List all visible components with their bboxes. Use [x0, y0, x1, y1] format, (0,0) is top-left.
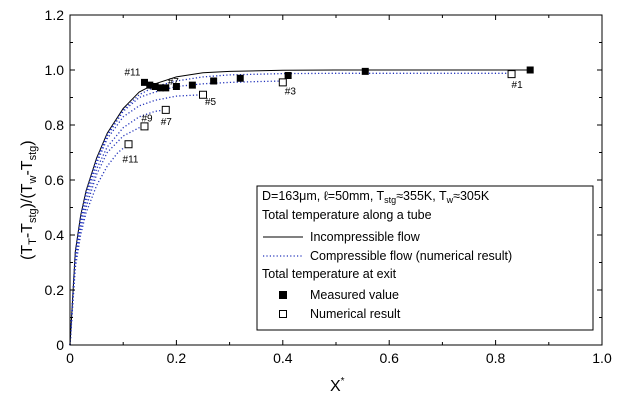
y-tick-label: 0 — [56, 337, 64, 353]
y-tick-label: 0.8 — [45, 117, 65, 133]
measured-value-point — [172, 83, 180, 90]
y-tick-label: 0.2 — [45, 282, 65, 298]
legend-incompressible-label: Incompressible flow — [310, 230, 421, 244]
legend-numerical-swatch — [279, 310, 287, 318]
y-tick-label: 0.4 — [45, 227, 65, 243]
compressible-flow-line-4 — [69, 94, 204, 346]
compressible-flow-line-3 — [69, 109, 166, 346]
x-tick-label: 0.4 — [273, 350, 293, 366]
measured-value-point — [156, 84, 164, 92]
measured-value-point — [146, 81, 154, 89]
incompressible-flow-line — [69, 69, 533, 346]
y-tick-label: 1.0 — [45, 62, 65, 78]
numerical-result-point — [161, 105, 170, 114]
point-annotation: #1 — [512, 80, 524, 91]
marker-layer — [124, 66, 534, 149]
measured-value-point — [361, 67, 369, 75]
point-annotation: #3 — [285, 86, 297, 97]
numerical-result-point — [124, 140, 133, 149]
point-annotation: #5 — [205, 97, 217, 108]
x-axis-label: X* — [330, 376, 345, 395]
numerical-result-point — [140, 122, 149, 131]
point-annotation: #7 — [168, 77, 180, 88]
legend-group1-title: Total temperature along a tube — [262, 208, 432, 222]
measured-value-point — [210, 77, 218, 85]
y-tick-label: 1.2 — [45, 7, 65, 23]
annotation-layer: #11 #7 #11 #9 #7 #5 #3 #1 — [123, 67, 524, 165]
legend-measured-label: Measured value — [310, 288, 399, 302]
x-tick-label: 0.8 — [486, 350, 506, 366]
compressible-flow-line-1 — [69, 143, 129, 346]
measured-value-point — [284, 72, 292, 79]
series-layer — [69, 69, 533, 346]
legend-header: D=163μm, ℓ=50mm, Tstg≈355K, Tw≈305K — [262, 189, 490, 205]
x-tick-label: 0 — [66, 350, 74, 366]
legend-group2-title: Total temperature at exit — [262, 267, 397, 281]
x-tick-label: 1.0 — [592, 350, 612, 366]
point-annotation: #7 — [161, 117, 173, 128]
legend-numerical-label: Numerical result — [310, 307, 401, 321]
measured-value-point — [162, 84, 170, 92]
measured-value-point — [236, 74, 244, 82]
compressible-flow-line-2 — [69, 124, 145, 346]
measured-value-point — [526, 66, 534, 74]
legend-measured-swatch — [279, 291, 287, 299]
point-annotation: #9 — [141, 113, 153, 124]
measured-value-point — [140, 78, 148, 86]
measured-value-point — [188, 81, 196, 89]
measured-value-point — [151, 83, 159, 90]
y-axis-label: (TT-Tstg)/(Tw-Tstg) — [19, 140, 39, 260]
x-tick-label: 0.2 — [167, 350, 187, 366]
y-tick-label: 0.6 — [45, 172, 65, 188]
numerical-result-point — [507, 70, 516, 79]
compressible-flow-line-5 — [69, 80, 283, 346]
numerical-result-point — [278, 78, 287, 87]
point-annotation: #11 — [124, 67, 140, 78]
tick-layer: 0 0.2 0.4 0.6 0.8 1.0 0 0.2 0.4 0.6 0.8 1.0 1.2 — [45, 7, 612, 366]
legend-box — [256, 185, 594, 331]
legend-compressible-label: Compressible flow (numerical result) — [310, 249, 512, 263]
point-annotation: #11 — [123, 154, 139, 165]
legend: D=163μm, ℓ=50mm, Tstg≈355K, Tw≈305K Tota… — [256, 185, 594, 331]
x-tick-label: 0.6 — [379, 350, 399, 366]
numerical-result-point — [199, 90, 207, 99]
